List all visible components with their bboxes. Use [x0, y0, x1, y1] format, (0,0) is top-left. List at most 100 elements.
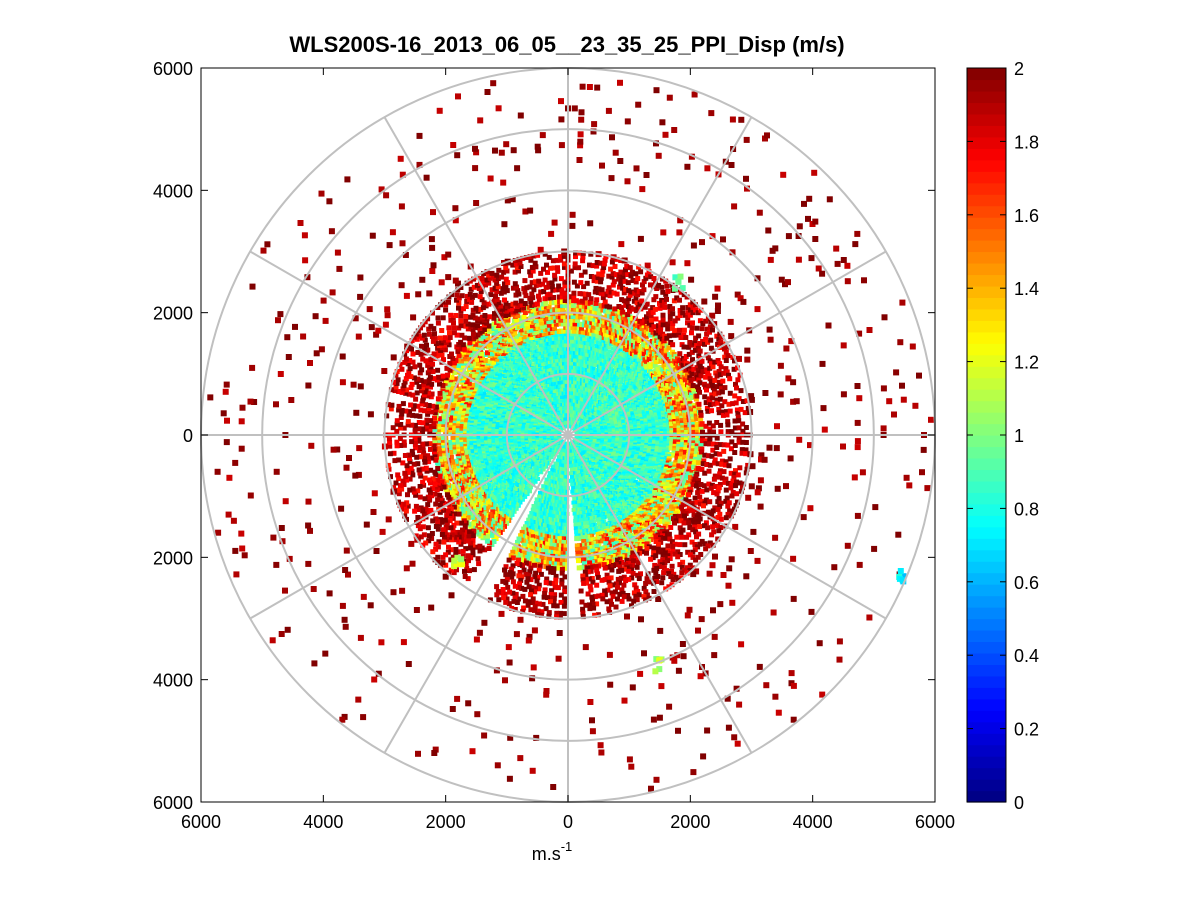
data-cell [559, 394, 564, 399]
data-cell [570, 475, 574, 479]
data-cell [515, 416, 520, 421]
data-cell [571, 486, 576, 490]
data-cell [544, 477, 549, 482]
data-cell [593, 359, 598, 364]
data-cell [539, 358, 544, 363]
data-cell [558, 451, 563, 456]
data-cell [666, 426, 671, 431]
data-cell [665, 451, 670, 456]
data-cell [666, 435, 671, 440]
data-cell [482, 391, 487, 396]
data-cell [537, 494, 542, 499]
data-cell [578, 332, 583, 337]
data-cell [628, 497, 633, 502]
data-cell [571, 500, 576, 505]
data-cell [498, 502, 502, 507]
data-cell [591, 342, 596, 347]
data-cell [559, 448, 564, 453]
data-cell [509, 373, 514, 377]
data-cell [572, 504, 577, 509]
data-cell [588, 497, 593, 501]
data-cell [596, 521, 601, 526]
data-cell [663, 407, 668, 412]
data-cell [529, 511, 534, 515]
data-cell [547, 379, 552, 384]
data-cell [578, 533, 583, 538]
data-cell [579, 344, 584, 348]
data-cell [595, 517, 600, 522]
data-cell [656, 458, 661, 463]
data-cell [554, 473, 559, 478]
data-cell [574, 336, 579, 341]
data-cell [631, 389, 636, 394]
data-cell [476, 460, 481, 464]
data-cell [574, 536, 580, 542]
data-cell [550, 370, 555, 375]
data-cell [579, 389, 584, 394]
data-cell [530, 456, 535, 461]
data-cell [644, 375, 649, 380]
data-cell [580, 532, 585, 537]
data-cell [582, 532, 587, 537]
data-cell [590, 373, 595, 378]
data-cell [557, 529, 562, 534]
data-cell [564, 453, 568, 458]
data-cell [534, 497, 539, 502]
data-cell [547, 471, 552, 475]
data-cell [583, 524, 588, 529]
data-cell [624, 385, 629, 390]
data-cell [468, 426, 473, 431]
data-cell [619, 380, 624, 385]
data-cell [611, 431, 616, 436]
data-cell [526, 382, 531, 387]
data-cell [656, 388, 661, 393]
data-cell [599, 407, 604, 412]
data-cell [663, 428, 668, 433]
data-cell [642, 479, 647, 484]
data-cell [666, 437, 671, 442]
data-cell [665, 418, 670, 423]
data-cell [589, 334, 593, 339]
data-cell [607, 516, 612, 521]
data-cell [580, 333, 585, 338]
data-cell [546, 474, 551, 479]
data-cell [582, 337, 587, 342]
data-cell [611, 363, 615, 368]
data-cell [531, 504, 536, 508]
data-cell [515, 450, 520, 455]
data-cell [490, 437, 495, 441]
data-cell [573, 522, 578, 527]
data-cell [538, 490, 542, 495]
data-cell [605, 382, 610, 387]
data-cell [651, 440, 656, 445]
data-cell [607, 349, 612, 354]
data-cell [526, 483, 531, 488]
data-cell [563, 350, 568, 355]
data-cell [562, 486, 567, 491]
data-cell [574, 533, 579, 538]
data-cell [585, 379, 589, 384]
data-cell [557, 533, 562, 538]
data-cell [666, 422, 671, 427]
data-cell [663, 460, 668, 465]
data-cell [571, 417, 576, 422]
data-cell [637, 410, 642, 415]
data-cell [543, 481, 548, 486]
data-cell [573, 518, 578, 523]
data-cell [666, 424, 671, 429]
data-cell [654, 416, 659, 421]
data-cell [501, 430, 506, 435]
data-cell [618, 421, 622, 426]
data-cell [527, 359, 532, 364]
data-cell [666, 428, 671, 433]
data-cell [584, 333, 589, 338]
data-cell [568, 453, 573, 457]
data-cell [494, 409, 499, 414]
data-cell [616, 494, 620, 499]
data-cell [607, 353, 612, 358]
data-cell [663, 435, 668, 439]
data-cell [564, 383, 569, 388]
plot-area: 6000 4000 2000 0 2000 4000 6000 60004000200002… [153, 59, 955, 832]
data-cell [477, 448, 482, 452]
